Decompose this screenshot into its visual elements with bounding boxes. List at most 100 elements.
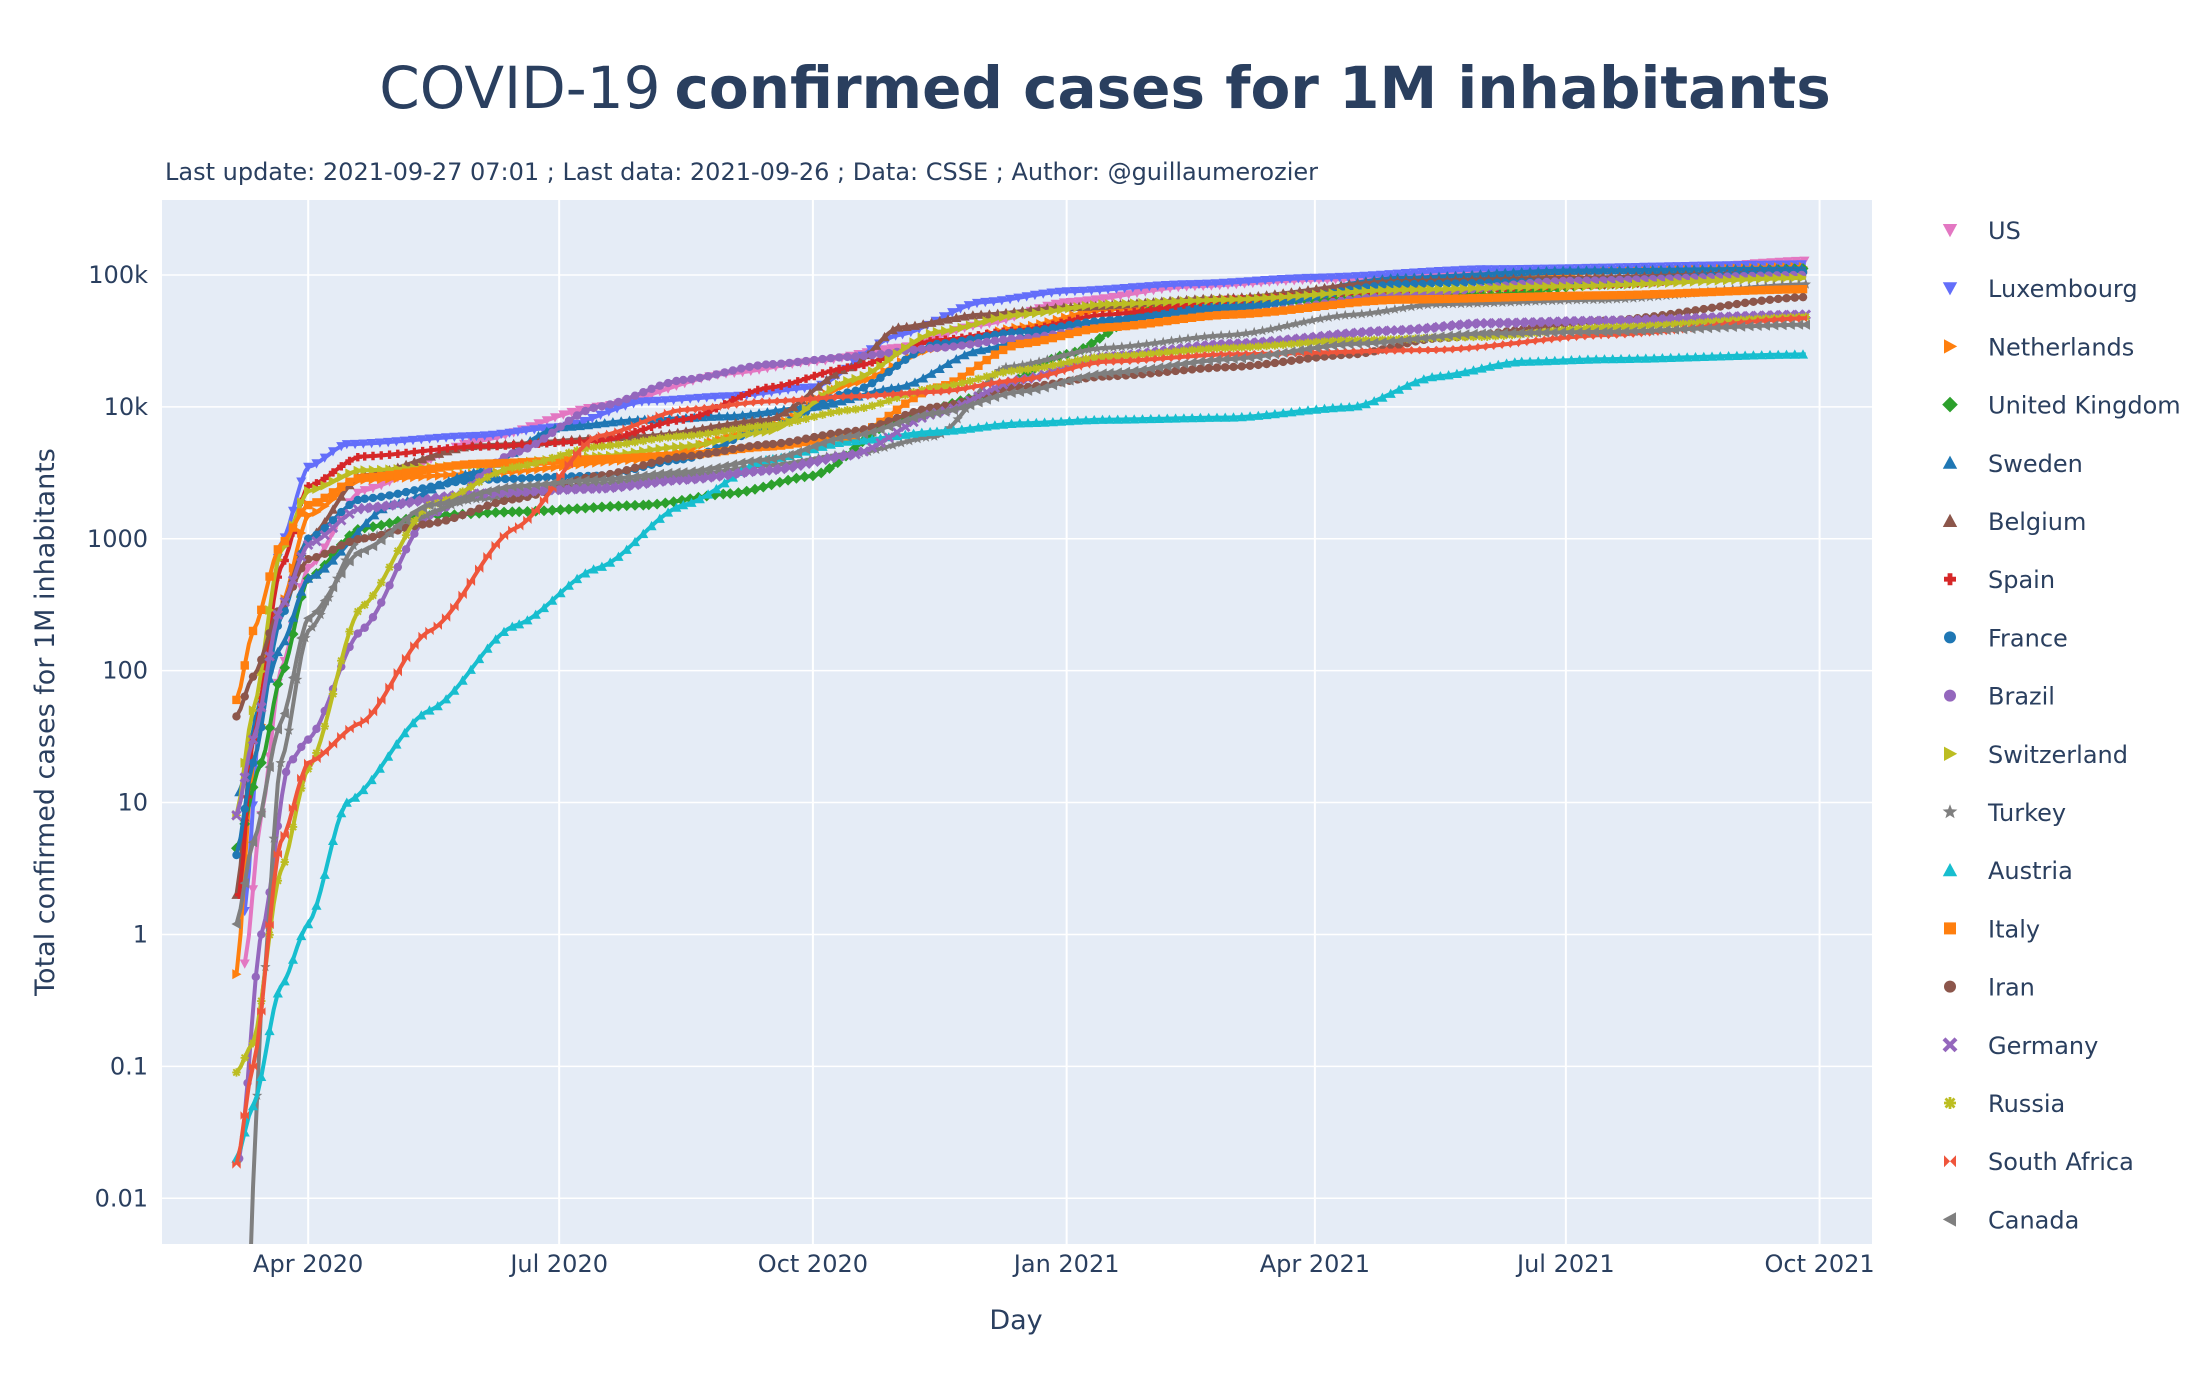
data-point xyxy=(768,397,778,406)
data-point xyxy=(449,432,460,442)
legend-item-united-kingdom[interactable]: United Kingdom xyxy=(1942,392,2181,420)
data-point xyxy=(367,521,379,533)
data-point xyxy=(303,563,314,574)
data-point xyxy=(1056,331,1066,341)
data-point xyxy=(785,379,794,388)
data-point xyxy=(1558,281,1569,292)
data-point xyxy=(407,718,418,728)
legend-item-italy[interactable]: Italy xyxy=(1944,915,2040,943)
legend-item-france[interactable]: France xyxy=(1944,624,2068,652)
data-point xyxy=(281,767,291,777)
x-tick-label: Oct 2021 xyxy=(1764,1250,1874,1278)
data-point xyxy=(1120,366,1131,377)
data-point xyxy=(248,626,258,636)
legend-item-germany[interactable]: Germany xyxy=(1942,1032,2098,1060)
data-point xyxy=(1320,301,1329,311)
x-tick-label: Apr 2020 xyxy=(253,1250,363,1278)
legend-item-russia[interactable]: Russia xyxy=(1944,1090,2065,1118)
data-point xyxy=(1007,376,1016,385)
data-point xyxy=(509,474,518,483)
data-point xyxy=(328,447,338,457)
data-point xyxy=(1009,360,1020,371)
data-point xyxy=(1666,289,1675,298)
data-point xyxy=(1541,356,1552,366)
legend-item-iran[interactable]: Iran xyxy=(1944,974,2035,1002)
legend-item-brazil[interactable]: Brazil xyxy=(1944,683,2055,711)
data-point xyxy=(1203,355,1213,366)
data-point xyxy=(1000,361,1012,372)
data-point xyxy=(663,454,673,463)
legend-marker xyxy=(1944,746,1958,761)
data-point xyxy=(417,454,428,464)
data-point xyxy=(1394,384,1404,394)
legend-item-sweden[interactable]: Sweden xyxy=(1942,450,2083,478)
data-point xyxy=(1727,321,1737,332)
data-point xyxy=(391,437,402,447)
data-point xyxy=(1105,299,1115,310)
data-point xyxy=(1485,341,1495,351)
data-point xyxy=(1174,334,1185,345)
legend-item-turkey[interactable]: Turkey xyxy=(1942,799,2067,827)
data-point xyxy=(360,465,370,476)
data-point xyxy=(296,551,307,562)
data-point xyxy=(501,441,510,450)
data-point xyxy=(1451,283,1461,294)
y-tick-label: 100 xyxy=(102,657,148,685)
data-point xyxy=(850,435,861,446)
data-point xyxy=(1686,323,1696,334)
data-point xyxy=(1249,326,1260,337)
data-point xyxy=(1353,298,1362,307)
data-point xyxy=(745,428,755,439)
data-point xyxy=(767,453,778,464)
data-point xyxy=(248,1062,258,1071)
legend-item-canada[interactable]: Canada xyxy=(1942,1206,2080,1234)
data-point xyxy=(1279,292,1289,303)
data-point xyxy=(771,459,783,470)
data-point xyxy=(1385,388,1396,398)
legend-item-spain[interactable]: Spain xyxy=(1944,566,2055,594)
legend-item-south-africa[interactable]: South Africa xyxy=(1944,1148,2134,1176)
data-point xyxy=(876,360,886,371)
data-point xyxy=(501,458,510,468)
data-point xyxy=(256,1071,267,1081)
data-point xyxy=(1113,322,1122,331)
data-point xyxy=(1653,325,1663,336)
data-point xyxy=(272,724,282,735)
data-point xyxy=(1121,321,1131,331)
data-point xyxy=(965,340,975,349)
data-point xyxy=(999,329,1008,338)
data-point xyxy=(1050,352,1061,362)
legend-marker xyxy=(1944,573,1956,586)
data-point xyxy=(1782,294,1791,303)
data-point xyxy=(761,421,771,431)
data-point xyxy=(1089,369,1099,380)
data-point xyxy=(1542,281,1552,292)
data-point xyxy=(809,441,819,452)
data-point xyxy=(925,426,936,437)
data-point xyxy=(1162,413,1173,423)
data-point xyxy=(1548,316,1559,327)
data-point xyxy=(1276,275,1287,285)
legend-item-netherlands[interactable]: Netherlands xyxy=(1944,333,2134,361)
legend-item-switzerland[interactable]: Switzerland xyxy=(1944,741,2128,769)
data-point xyxy=(312,484,322,494)
data-point xyxy=(1565,281,1575,292)
data-point xyxy=(401,448,411,458)
data-point xyxy=(1469,343,1478,352)
data-point xyxy=(868,366,878,377)
data-point xyxy=(368,465,378,476)
data-point xyxy=(1558,265,1569,275)
data-point xyxy=(1394,346,1404,355)
data-point xyxy=(834,433,844,444)
legend-item-austria[interactable]: Austria xyxy=(1942,857,2073,885)
data-point xyxy=(1542,292,1551,301)
legend-item-belgium[interactable]: Belgium xyxy=(1942,508,2087,536)
legend-item-luxembourg[interactable]: Luxembourg xyxy=(1942,275,2138,303)
data-point xyxy=(459,476,469,486)
legend-marker xyxy=(1942,513,1958,527)
data-point xyxy=(980,297,991,308)
legend-item-us[interactable]: US xyxy=(1942,217,2021,245)
data-point xyxy=(548,428,557,437)
data-point xyxy=(368,591,378,600)
